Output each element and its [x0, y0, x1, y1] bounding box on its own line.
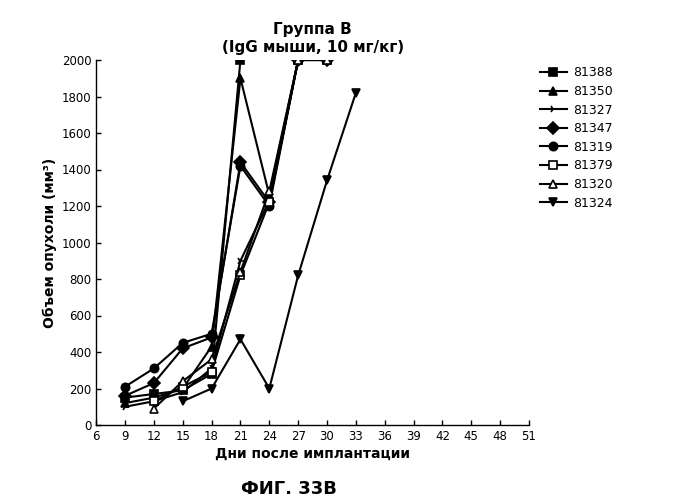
81327 [294, 57, 302, 63]
81324 [294, 272, 302, 278]
81347 [236, 159, 245, 165]
81319 [323, 57, 331, 63]
81379 [294, 57, 302, 63]
81327 [207, 366, 216, 372]
81320 [236, 268, 245, 274]
Line: 81388: 81388 [121, 56, 245, 402]
81347 [265, 200, 273, 205]
81324 [323, 178, 331, 184]
81347 [294, 57, 302, 63]
81319 [121, 384, 129, 390]
81388 [236, 57, 245, 63]
81319 [150, 366, 158, 372]
81350 [207, 344, 216, 349]
81350 [150, 394, 158, 400]
81347 [179, 346, 187, 352]
81379 [179, 384, 187, 390]
81350 [323, 57, 331, 63]
81350 [236, 75, 245, 81]
Line: 81379: 81379 [150, 56, 331, 406]
81350 [179, 386, 187, 392]
81319 [236, 163, 245, 169]
81320 [179, 378, 187, 384]
81327 [150, 398, 158, 404]
Line: 81347: 81347 [121, 56, 331, 400]
Title: Группа В
(IgG мыши, 10 мг/кг): Группа В (IgG мыши, 10 мг/кг) [221, 22, 404, 54]
81324 [179, 398, 187, 404]
81379 [150, 398, 158, 404]
81327 [121, 404, 129, 410]
81324 [352, 90, 360, 96]
81327 [236, 258, 245, 264]
Text: ФИГ. 33В: ФИГ. 33В [240, 480, 337, 498]
81320 [265, 188, 273, 194]
81324 [207, 386, 216, 392]
81347 [207, 334, 216, 340]
81319 [179, 340, 187, 346]
81379 [323, 57, 331, 63]
81319 [265, 203, 273, 209]
81347 [121, 393, 129, 399]
Line: 81320: 81320 [150, 56, 331, 412]
81350 [121, 400, 129, 406]
81388 [179, 388, 187, 394]
81319 [207, 331, 216, 337]
81319 [294, 57, 302, 63]
Line: 81350: 81350 [121, 56, 331, 408]
81327 [179, 389, 187, 395]
81324 [265, 386, 273, 392]
81347 [150, 380, 158, 386]
Line: 81327: 81327 [121, 56, 331, 411]
81320 [294, 57, 302, 63]
81320 [150, 406, 158, 411]
81320 [207, 356, 216, 362]
81379 [207, 369, 216, 375]
81388 [207, 371, 216, 377]
Line: 81319: 81319 [121, 56, 331, 391]
81327 [265, 198, 273, 203]
Legend: 81388, 81350, 81327, 81347, 81319, 81379, 81320, 81324: 81388, 81350, 81327, 81347, 81319, 81379… [539, 66, 613, 210]
81320 [323, 57, 331, 63]
81379 [265, 200, 273, 205]
81388 [121, 394, 129, 400]
81350 [294, 57, 302, 63]
81379 [236, 272, 245, 278]
81327 [323, 57, 331, 63]
81350 [265, 192, 273, 198]
81388 [150, 391, 158, 397]
81324 [236, 336, 245, 342]
X-axis label: Дни после имплантации: Дни после имплантации [215, 447, 410, 461]
81347 [323, 57, 331, 63]
Y-axis label: Объем опухоли (мм³): Объем опухоли (мм³) [43, 158, 58, 328]
Line: 81324: 81324 [179, 88, 360, 406]
